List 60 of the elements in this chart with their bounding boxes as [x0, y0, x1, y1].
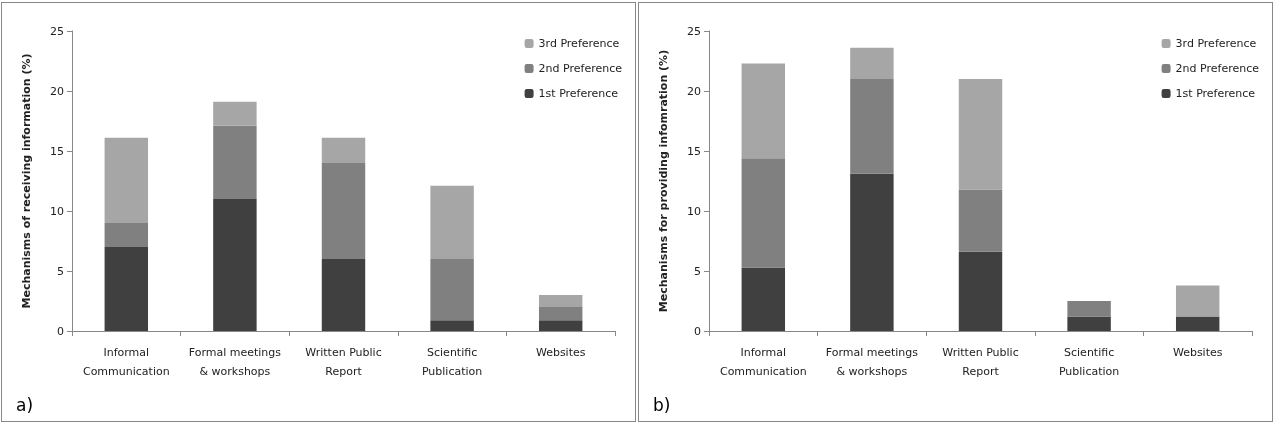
bar: [213, 101, 257, 126]
y-tick-label: 20: [50, 84, 64, 98]
y-tick-label: 0: [57, 324, 64, 338]
legend-label: 2nd Preference: [1175, 62, 1260, 75]
text: a): [16, 394, 34, 415]
bar: [104, 247, 149, 331]
y-tick-label: 10: [687, 204, 701, 218]
legend-label: 1st Preference: [538, 87, 619, 100]
y-tick-label: 0: [694, 324, 701, 338]
x-tick-label: Websites: [1172, 346, 1223, 359]
y-tick-label: 15: [687, 144, 701, 158]
bar: [850, 47, 894, 79]
legend-label: 1st Preference: [1175, 87, 1256, 100]
bar: [958, 251, 1003, 331]
x-tick-label: Scientific Publication: [1058, 346, 1120, 378]
bar: [321, 259, 366, 331]
bar: [538, 320, 583, 331]
x-tick-label: Informal Communication: [719, 346, 807, 378]
bar: [538, 295, 583, 307]
bar: [321, 137, 366, 163]
legend-label: 3rd Preference: [538, 37, 620, 50]
bar: [741, 158, 786, 268]
bar: [104, 223, 149, 247]
x-tick-label: Scientific Publication: [421, 346, 483, 378]
bar: [741, 63, 786, 159]
x-tick-label: Informal Communication: [82, 346, 170, 378]
y-tick-label: 5: [57, 264, 64, 278]
bar: [430, 259, 474, 321]
bar: [430, 185, 474, 259]
bar: [958, 189, 1003, 252]
bar: [1067, 316, 1111, 331]
x-tick-label: Websites: [535, 346, 586, 359]
bar: [741, 267, 786, 331]
y-tick-label: 25: [50, 24, 64, 38]
y-tick-label: 15: [50, 144, 64, 158]
bar: [850, 79, 894, 174]
bar: [1175, 285, 1220, 317]
legend-label: 2nd Preference: [538, 62, 623, 75]
legend-label: 3rd Preference: [1175, 37, 1257, 50]
y-tick-label: 10: [50, 204, 64, 218]
y-tick-label: 25: [687, 24, 701, 38]
y-axis-title: Mechanisms for providing infomration (%): [657, 49, 670, 313]
x-tick-label: Formal meetings & workshops: [825, 346, 919, 378]
bar: [430, 320, 474, 331]
bar: [213, 199, 257, 331]
x-tick-label: Written Public Report: [305, 346, 382, 378]
x-tick-label: Formal meetings & workshops: [188, 346, 282, 378]
bar: [104, 137, 149, 223]
y-axis-title: Mechanisms of receiving information (%): [20, 53, 33, 309]
bar: [1067, 301, 1111, 317]
bar: [958, 79, 1003, 190]
bar: [321, 163, 366, 259]
y-tick-label: 20: [687, 84, 701, 98]
text: b): [653, 394, 671, 415]
bar: [213, 125, 257, 199]
bar: [1175, 316, 1220, 331]
y-tick-label: 5: [694, 264, 701, 278]
x-tick-label: Written Public Report: [942, 346, 1019, 378]
bar: [538, 307, 583, 321]
bar: [850, 173, 894, 331]
